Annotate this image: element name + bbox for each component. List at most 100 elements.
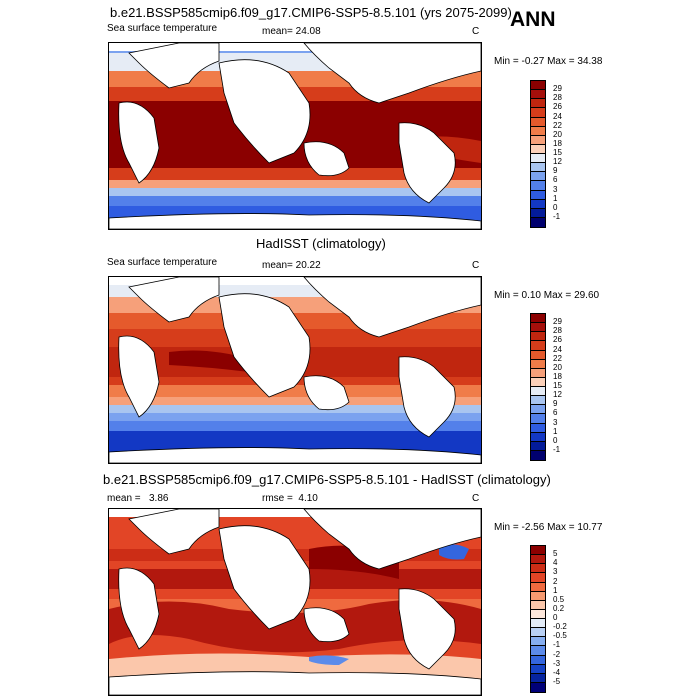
panel1-variable-label: Sea surface temperature: [107, 23, 218, 34]
colorbar-tick-label: 6: [553, 175, 558, 185]
colorbar-swatch: [531, 108, 545, 118]
colorbar-swatch: [531, 314, 545, 324]
panel3-colorbar-ticks: 5 4 3 2 1 0.5 0.2 0 -0.2 -0.5 -1 -2 -3 -4 -5: [553, 545, 583, 691]
colorbar-tick-label: 22: [553, 120, 562, 130]
panel2-colorbar: [530, 313, 546, 461]
colorbar-swatch: [531, 154, 545, 164]
panel3-mean: mean = 3.86: [107, 493, 169, 504]
colorbar-tick-label: 28: [553, 326, 562, 336]
colorbar-swatch: [531, 396, 545, 406]
panel1-map: [108, 42, 482, 230]
colorbar-swatch: [531, 199, 545, 209]
colorbar-tick-label: 0: [553, 435, 558, 445]
colorbar-tick-label: 3: [553, 567, 558, 577]
colorbar-tick-label: 18: [553, 371, 562, 381]
colorbar-tick-label: -3: [553, 658, 561, 668]
colorbar-tick-label: 2: [553, 576, 558, 586]
colorbar-tick-label: -1: [553, 211, 561, 221]
colorbar-tick-label: 24: [553, 111, 562, 121]
colorbar-tick-label: -2: [553, 649, 561, 659]
colorbar-tick-label: 28: [553, 93, 562, 103]
panel1-minmax: Min = -0.27 Max = 34.38: [494, 56, 603, 67]
colorbar-tick-label: 15: [553, 381, 562, 390]
colorbar-swatch: [531, 181, 545, 191]
colorbar-swatch: [531, 323, 545, 333]
colorbar-swatch: [531, 81, 545, 91]
colorbar-tick-label: 1: [553, 585, 558, 595]
colorbar-tick-label: 12: [553, 390, 562, 400]
panel1-colorbar-ticks: 29 28 26 24 22 20 18 15 12 9 6 3 1 0 -1: [553, 80, 583, 226]
colorbar-swatch: [531, 190, 545, 200]
colorbar-tick-label: 3: [553, 417, 558, 427]
panel3-title: b.e21.BSSP585cmip6.f09_g17.CMIP6-SSP5-8.…: [103, 472, 551, 487]
colorbar-swatch: [531, 350, 545, 360]
colorbar-tick-label: 1: [553, 426, 558, 436]
colorbar-swatch: [531, 368, 545, 378]
colorbar-tick-label: 9: [553, 399, 558, 409]
panel1-mean: mean= 24.08: [262, 26, 321, 37]
colorbar-swatch: [531, 664, 545, 674]
colorbar-tick-label: 29: [553, 317, 562, 327]
colorbar-swatch: [531, 163, 545, 173]
panel2-map: [108, 276, 482, 464]
panel2-variable-label: Sea surface temperature: [107, 257, 218, 268]
colorbar-swatch: [531, 591, 545, 601]
colorbar-swatch: [531, 555, 545, 565]
colorbar-swatch: [531, 432, 545, 442]
panel1-colorbar: [530, 80, 546, 228]
panel3-rmse: rmse = 4.10: [262, 493, 318, 504]
colorbar-tick-label: 5: [553, 549, 558, 559]
colorbar-tick-label: 0: [553, 202, 558, 212]
panel2-title: HadISST (climatology): [256, 236, 386, 251]
colorbar-swatch: [531, 126, 545, 136]
panel3-colorbar: [530, 545, 546, 693]
colorbar-swatch: [531, 628, 545, 638]
colorbar-swatch: [531, 655, 545, 665]
colorbar-swatch: [531, 414, 545, 424]
colorbar-tick-label: 6: [553, 408, 558, 418]
colorbar-tick-label: 0.5: [553, 594, 565, 604]
colorbar-swatch: [531, 423, 545, 433]
panel1-title: b.e21.BSSP585cmip6.f09_g17.CMIP6-SSP5-8.…: [110, 5, 512, 20]
colorbar-swatch: [531, 99, 545, 109]
colorbar-tick-label: 0: [553, 613, 558, 622]
colorbar-swatch: [531, 405, 545, 415]
colorbar-tick-label: 9: [553, 166, 558, 176]
colorbar-tick-label: -4: [553, 667, 561, 677]
colorbar-swatch: [531, 387, 545, 397]
colorbar-swatch: [531, 646, 545, 656]
colorbar-swatch: [531, 135, 545, 145]
panel3-minmax: Min = -2.56 Max = 10.77: [494, 522, 603, 533]
colorbar-tick-label: -0.5: [553, 631, 567, 641]
colorbar-swatch: [531, 208, 545, 218]
colorbar-swatch: [531, 90, 545, 100]
colorbar-swatch: [531, 564, 545, 574]
colorbar-swatch: [531, 682, 545, 692]
panel2-colorbar-ticks: 29 28 26 24 22 20 18 15 12 9 6 3 1 0 -1: [553, 313, 583, 459]
colorbar-swatch: [531, 144, 545, 154]
colorbar-swatch: [531, 377, 545, 387]
panel1-units: C: [472, 26, 480, 37]
colorbar-swatch: [531, 172, 545, 182]
colorbar-swatch: [531, 637, 545, 647]
colorbar-tick-label: 29: [553, 84, 562, 94]
colorbar-swatch: [531, 673, 545, 683]
panel2-mean: mean= 20.22: [262, 260, 321, 271]
season-label: ANN: [510, 8, 556, 31]
colorbar-swatch: [531, 217, 545, 227]
colorbar-tick-label: 20: [553, 129, 562, 139]
colorbar-swatch: [531, 609, 545, 619]
colorbar-tick-label: 15: [553, 148, 562, 157]
colorbar-swatch: [531, 582, 545, 592]
colorbar-tick-label: 26: [553, 335, 562, 345]
panel2-minmax: Min = 0.10 Max = 29.60: [494, 290, 600, 301]
panel3-map: [108, 508, 482, 696]
colorbar-tick-label: 24: [553, 344, 562, 354]
colorbar-tick-label: 22: [553, 353, 562, 363]
colorbar-swatch: [531, 359, 545, 369]
colorbar-swatch: [531, 341, 545, 351]
colorbar-tick-label: -1: [553, 640, 561, 650]
colorbar-swatch: [531, 450, 545, 460]
colorbar-swatch: [531, 573, 545, 583]
colorbar-swatch: [531, 619, 545, 629]
